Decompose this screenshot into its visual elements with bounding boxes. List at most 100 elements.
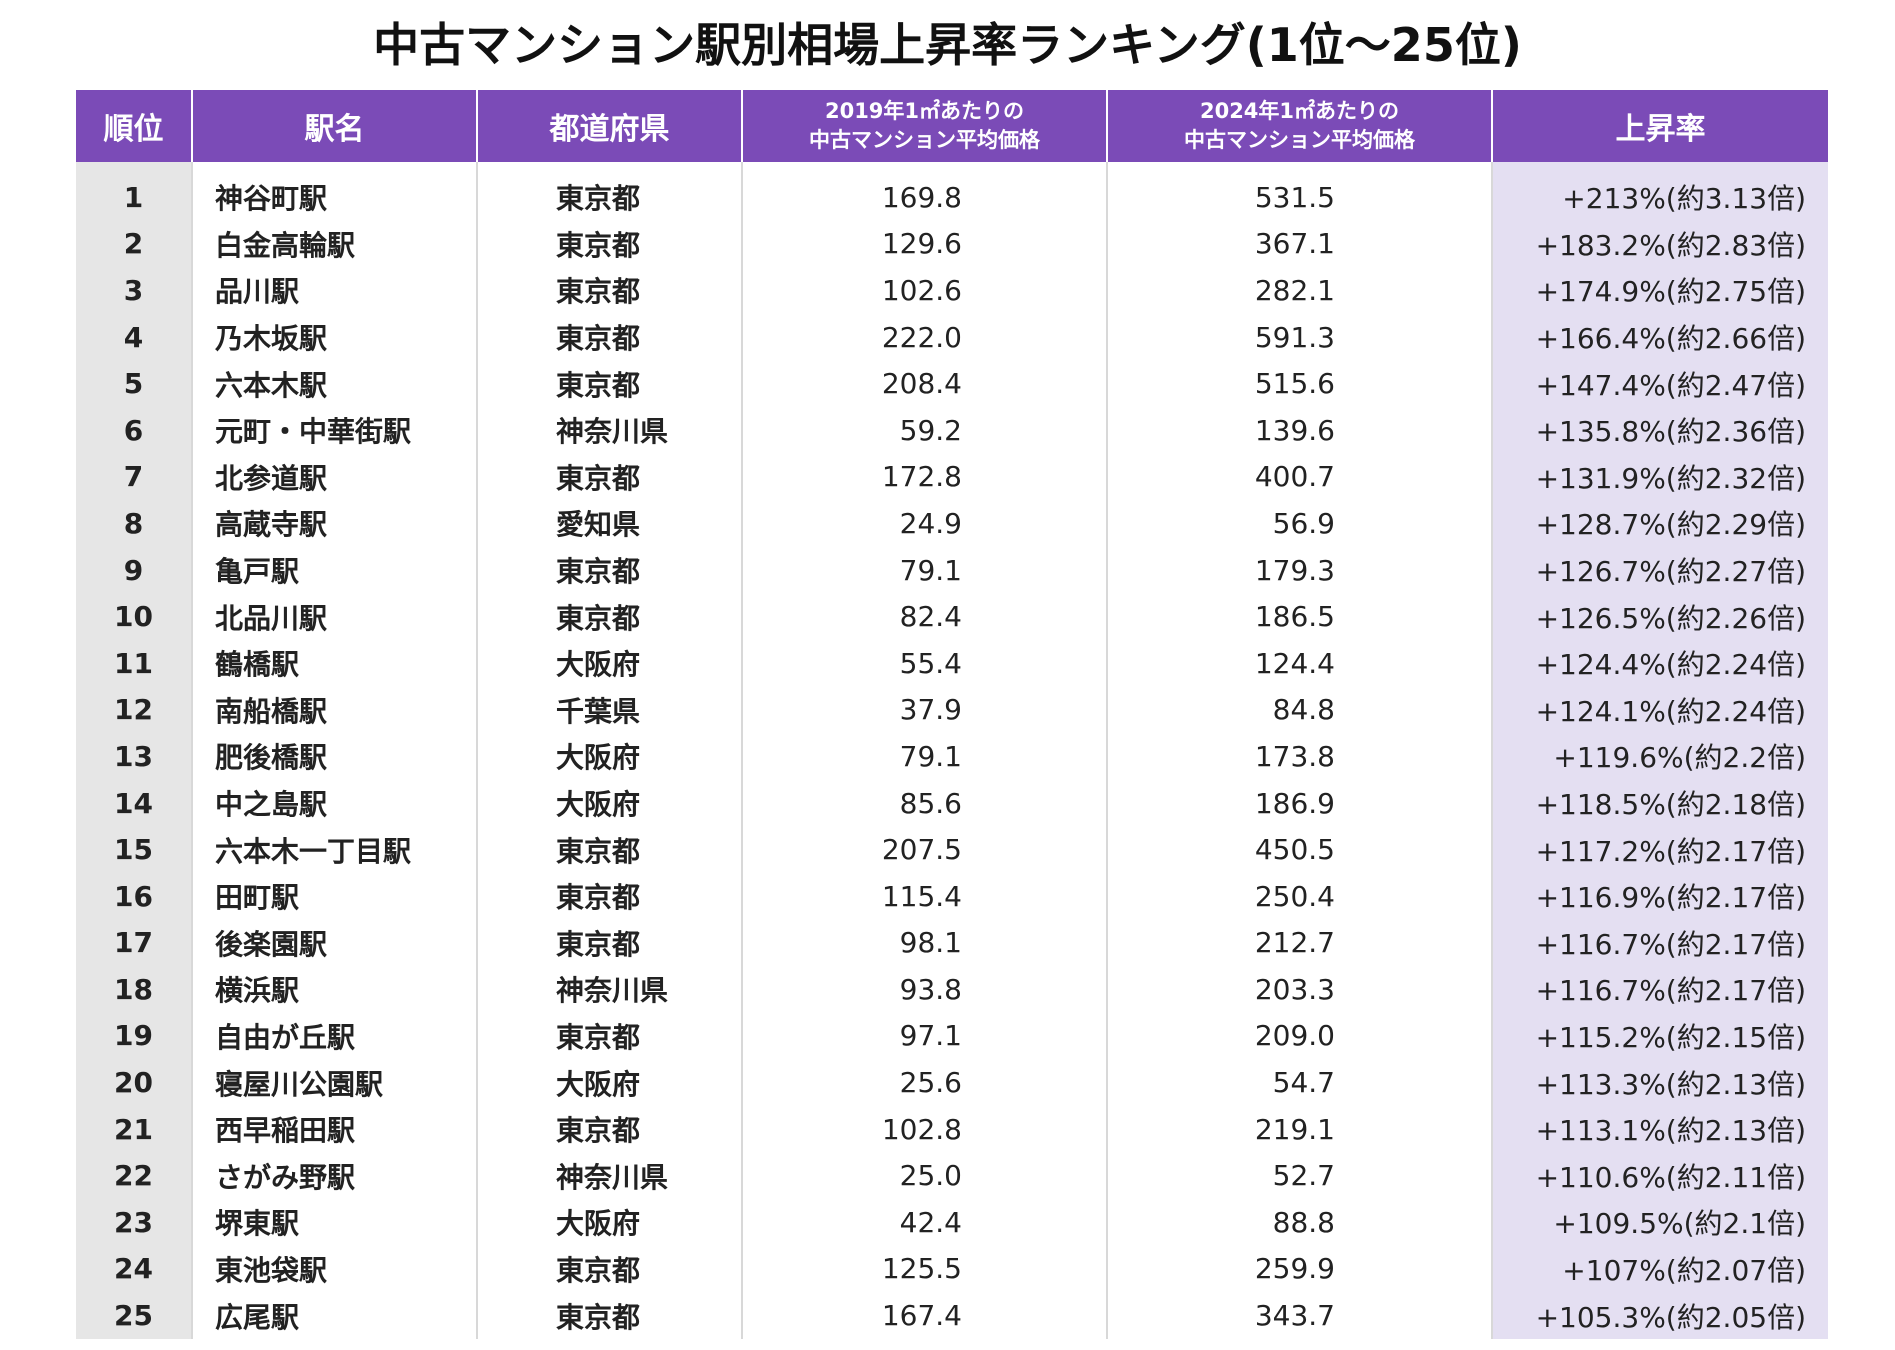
price-2019-cell: 55.4 bbox=[742, 639, 1108, 687]
page-title: 中古マンション駅別相場上昇率ランキング(1位〜25位) bbox=[373, 18, 1522, 72]
rank-cell: 1 bbox=[76, 162, 193, 221]
rate-cell: +118.5%(約2.18倍) bbox=[1492, 779, 1828, 827]
prefecture-cell: 大阪府 bbox=[477, 733, 743, 780]
price-2019-cell: 79.1 bbox=[742, 733, 1108, 780]
table-row: 16 田町駅 東京都 115.4 250.4 +116.9%(約2.17倍) bbox=[76, 872, 1828, 920]
price-2024-cell: 343.7 bbox=[1107, 1292, 1493, 1339]
price-2019-cell: 172.8 bbox=[742, 453, 1108, 501]
rank-cell: 7 bbox=[76, 453, 193, 501]
table-row: 5 六本木駅 東京都 208.4 515.6 +147.4%(約2.47倍) bbox=[76, 360, 1828, 407]
rank-cell: 5 bbox=[76, 360, 193, 407]
price-2024-cell: 259.9 bbox=[1107, 1245, 1493, 1293]
price-2019-cell: 129.6 bbox=[742, 220, 1108, 268]
header-station: 駅名 bbox=[192, 90, 478, 162]
price-2019-cell: 97.1 bbox=[742, 1012, 1108, 1060]
rate-cell: +115.2%(約2.15倍) bbox=[1492, 1012, 1828, 1060]
price-2024-cell: 400.7 bbox=[1107, 453, 1493, 501]
rank-cell: 19 bbox=[76, 1012, 193, 1060]
prefecture-cell: 東京都 bbox=[477, 1292, 743, 1339]
station-cell: 東池袋駅 bbox=[192, 1245, 478, 1293]
rate-cell: +110.6%(約2.11倍) bbox=[1492, 1152, 1828, 1200]
price-2024-cell: 367.1 bbox=[1107, 220, 1493, 268]
price-2024-cell: 186.5 bbox=[1107, 593, 1493, 640]
station-cell: 高蔵寺駅 bbox=[192, 500, 478, 547]
prefecture-cell: 東京都 bbox=[477, 1105, 743, 1153]
prefecture-cell: 東京都 bbox=[477, 919, 743, 967]
table-row: 8 高蔵寺駅 愛知県 24.9 56.9 +128.7%(約2.29倍) bbox=[76, 500, 1828, 547]
prefecture-cell: 東京都 bbox=[477, 267, 743, 314]
station-cell: 北品川駅 bbox=[192, 593, 478, 640]
price-2024-cell: 52.7 bbox=[1107, 1152, 1493, 1200]
price-2024-cell: 179.3 bbox=[1107, 546, 1493, 594]
price-2024-cell: 591.3 bbox=[1107, 313, 1493, 361]
price-2019-cell: 167.4 bbox=[742, 1292, 1108, 1339]
prefecture-cell: 神奈川県 bbox=[477, 406, 743, 454]
rank-cell: 8 bbox=[76, 500, 193, 547]
rank-cell: 21 bbox=[76, 1105, 193, 1153]
station-cell: 元町・中華街駅 bbox=[192, 406, 478, 454]
rate-cell: +131.9%(約2.32倍) bbox=[1492, 453, 1828, 501]
table-row: 22 さがみ野駅 神奈川県 25.0 52.7 +110.6%(約2.11倍) bbox=[76, 1152, 1828, 1200]
price-2019-cell: 169.8 bbox=[742, 162, 1108, 221]
price-2024-cell: 203.3 bbox=[1107, 966, 1493, 1013]
prefecture-cell: 東京都 bbox=[477, 360, 743, 407]
station-cell: さがみ野駅 bbox=[192, 1152, 478, 1200]
price-2024-cell: 450.5 bbox=[1107, 826, 1493, 873]
rate-cell: +126.5%(約2.26倍) bbox=[1492, 593, 1828, 640]
price-2019-cell: 98.1 bbox=[742, 919, 1108, 967]
station-cell: 肥後橋駅 bbox=[192, 733, 478, 780]
station-cell: 品川駅 bbox=[192, 267, 478, 314]
table-row: 14 中之島駅 大阪府 85.6 186.9 +118.5%(約2.18倍) bbox=[76, 779, 1828, 827]
price-2024-cell: 56.9 bbox=[1107, 500, 1493, 547]
prefecture-cell: 東京都 bbox=[477, 1245, 743, 1293]
station-cell: 鶴橋駅 bbox=[192, 639, 478, 687]
rank-cell: 23 bbox=[76, 1199, 193, 1246]
prefecture-cell: 東京都 bbox=[477, 593, 743, 640]
table-row: 10 北品川駅 東京都 82.4 186.5 +126.5%(約2.26倍) bbox=[76, 593, 1828, 640]
prefecture-cell: 東京都 bbox=[477, 872, 743, 920]
price-2024-cell: 124.4 bbox=[1107, 639, 1493, 687]
price-2024-cell: 139.6 bbox=[1107, 406, 1493, 454]
price-2019-cell: 102.6 bbox=[742, 267, 1108, 314]
rank-cell: 11 bbox=[76, 639, 193, 687]
price-2024-cell: 219.1 bbox=[1107, 1105, 1493, 1153]
rate-cell: +116.7%(約2.17倍) bbox=[1492, 966, 1828, 1013]
station-cell: 田町駅 bbox=[192, 872, 478, 920]
prefecture-cell: 東京都 bbox=[477, 1012, 743, 1060]
price-2019-cell: 93.8 bbox=[742, 966, 1108, 1013]
price-2019-cell: 25.0 bbox=[742, 1152, 1108, 1200]
prefecture-cell: 大阪府 bbox=[477, 1199, 743, 1246]
prefecture-cell: 東京都 bbox=[477, 313, 743, 361]
table-row: 2 白金高輪駅 東京都 129.6 367.1 +183.2%(約2.83倍) bbox=[76, 220, 1828, 268]
price-2019-cell: 82.4 bbox=[742, 593, 1108, 640]
price-2019-cell: 37.9 bbox=[742, 686, 1108, 734]
rate-cell: +135.8%(約2.36倍) bbox=[1492, 406, 1828, 454]
station-cell: 六本木駅 bbox=[192, 360, 478, 407]
table-row: 9 亀戸駅 東京都 79.1 179.3 +126.7%(約2.27倍) bbox=[76, 546, 1828, 594]
station-cell: 乃木坂駅 bbox=[192, 313, 478, 361]
price-2024-cell: 186.9 bbox=[1107, 779, 1493, 827]
table-row: 21 西早稲田駅 東京都 102.8 219.1 +113.1%(約2.13倍) bbox=[76, 1105, 1828, 1153]
price-2019-cell: 25.6 bbox=[742, 1059, 1108, 1106]
rate-cell: +119.6%(約2.2倍) bbox=[1492, 733, 1828, 780]
rank-cell: 14 bbox=[76, 779, 193, 827]
price-2024-cell: 173.8 bbox=[1107, 733, 1493, 780]
price-2024-cell: 54.7 bbox=[1107, 1059, 1493, 1106]
header-price-2019: 2019年1㎡あたりの 中古マンション平均価格 bbox=[742, 90, 1108, 162]
table-row: 17 後楽園駅 東京都 98.1 212.7 +116.7%(約2.17倍) bbox=[76, 919, 1828, 967]
rate-cell: +105.3%(約2.05倍) bbox=[1492, 1292, 1828, 1339]
price-2024-cell: 209.0 bbox=[1107, 1012, 1493, 1060]
station-cell: 堺東駅 bbox=[192, 1199, 478, 1246]
table-row: 19 自由が丘駅 東京都 97.1 209.0 +115.2%(約2.15倍) bbox=[76, 1012, 1828, 1060]
price-2024-cell: 531.5 bbox=[1107, 162, 1493, 221]
rate-cell: +183.2%(約2.83倍) bbox=[1492, 220, 1828, 268]
rank-cell: 25 bbox=[76, 1292, 193, 1339]
table-row: 1 神谷町駅 東京都 169.8 531.5 +213%(約3.13倍) bbox=[76, 162, 1828, 221]
rank-cell: 6 bbox=[76, 406, 193, 454]
rank-cell: 24 bbox=[76, 1245, 193, 1293]
station-cell: 後楽園駅 bbox=[192, 919, 478, 967]
rank-cell: 17 bbox=[76, 919, 193, 967]
rank-cell: 3 bbox=[76, 267, 193, 314]
price-2024-cell: 250.4 bbox=[1107, 872, 1493, 920]
table-row: 6 元町・中華街駅 神奈川県 59.2 139.6 +135.8%(約2.36倍) bbox=[76, 406, 1828, 454]
